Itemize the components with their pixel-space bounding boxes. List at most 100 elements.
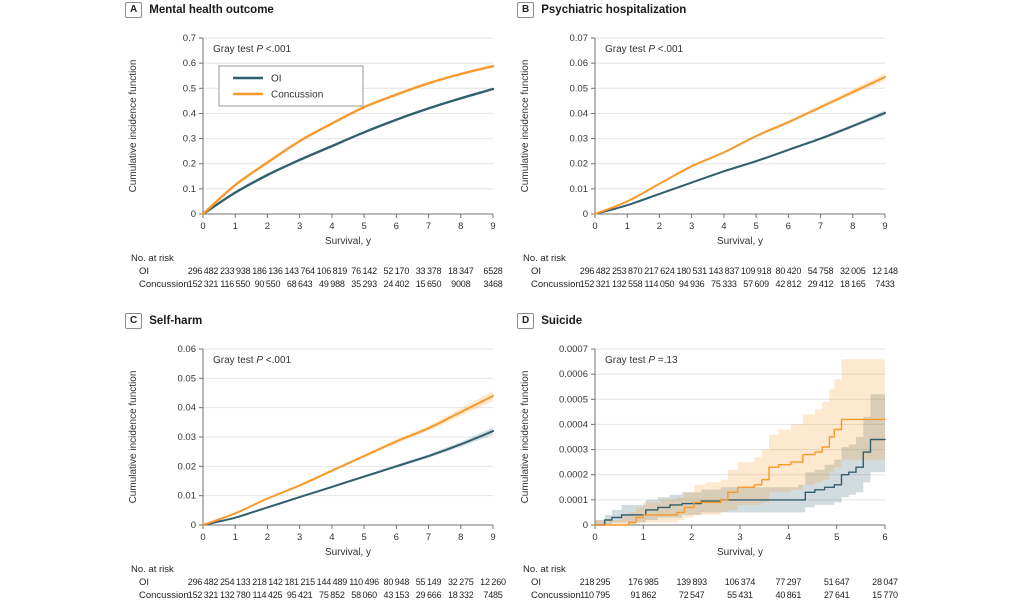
risk-table-title: No. at risk	[131, 253, 174, 264]
x-tick-label: 6	[394, 532, 399, 543]
risk-value: 15 770	[872, 590, 898, 600]
y-tick-label: 0.04	[570, 108, 589, 119]
x-axis-label: Survival, y	[717, 547, 763, 558]
y-axis-label: Cumulative incidence function	[520, 371, 531, 504]
y-tick-label: 0.01	[570, 184, 589, 195]
x-tick-label: 4	[786, 532, 791, 543]
risk-value: 110 795	[580, 590, 610, 600]
x-tick-label: 3	[689, 221, 694, 232]
risk-value: 18 165	[839, 279, 866, 289]
y-tick-label: 0	[191, 209, 196, 220]
risk-row-label: Concussion	[139, 590, 189, 601]
risk-value: 181 215	[284, 577, 315, 587]
risk-value: 143 764	[284, 266, 315, 276]
ci-band-concussion	[595, 359, 885, 525]
risk-value: 152 321	[187, 279, 219, 289]
risk-value: 91 862	[630, 590, 657, 600]
x-tick-label: 6	[786, 221, 791, 232]
y-tick-label: 0.6	[183, 58, 196, 69]
risk-value: 51 647	[823, 577, 850, 587]
risk-value: 218 142	[252, 577, 283, 587]
y-tick-label: 0.0004	[559, 419, 588, 430]
gray-test-annotation: Gray test P =.13	[605, 355, 678, 366]
risk-value: 40 861	[775, 590, 802, 600]
risk-value: 80 420	[775, 266, 802, 276]
y-tick-label: 0.06	[178, 344, 197, 355]
y-axis-label: Cumulative incidence function	[128, 371, 139, 504]
risk-value: 94 936	[678, 279, 705, 289]
risk-value: 7485	[483, 590, 503, 600]
panel-self-harm: C Self-harm 0 0.01 0.02 0.03 0.04 0.05 0.06 0 1 2…	[123, 313, 515, 604]
x-tick-label: 2	[265, 532, 270, 543]
y-tick-label: 0.3	[183, 134, 196, 145]
panel-letter-badge: A	[125, 2, 143, 18]
y-tick-label: 0.01	[178, 491, 197, 502]
y-tick-label: 0.0003	[559, 445, 588, 456]
x-tick-label: 9	[490, 221, 495, 232]
risk-value: 296 482	[187, 266, 219, 276]
risk-value: 253 870	[612, 266, 643, 276]
y-tick-label: 0.4	[183, 108, 196, 119]
y-tick-label: 0.06	[570, 58, 589, 69]
panel-title: Psychiatric hospitalization	[541, 4, 687, 16]
x-tick-label: 7	[426, 221, 431, 232]
risk-value: 75 333	[711, 279, 737, 289]
risk-value: 6528	[483, 266, 503, 276]
series-line-oi	[594, 438, 886, 526]
risk-value: 218 295	[579, 577, 611, 587]
panel-header: B Psychiatric hospitalization	[517, 2, 907, 18]
x-tick-label: 6	[882, 532, 887, 543]
gray-test-annotation: Gray test P <.001	[213, 355, 292, 366]
risk-row-label: OI	[139, 266, 150, 277]
risk-value: 15 650	[415, 279, 442, 289]
risk-value: 233 938	[220, 266, 251, 276]
risk-value: 106 374	[724, 577, 756, 587]
panel-header: C Self-harm	[125, 313, 515, 329]
risk-value: 29 666	[415, 590, 442, 600]
y-tick-label: 0.5	[183, 83, 196, 94]
number-at-risk-table: No. at risk OI 296 482 254 133 218 142 181 21…	[123, 564, 515, 604]
risk-row-label: OI	[531, 266, 542, 277]
y-tick-label: 0.7	[183, 33, 196, 44]
risk-value: 109 918	[740, 266, 772, 276]
risk-value: 42 812	[775, 279, 802, 289]
panel-header: A Mental health outcome	[125, 2, 515, 18]
x-tick-label: 8	[850, 221, 855, 232]
risk-value: 43 153	[383, 590, 410, 600]
x-tick-label: 3	[297, 532, 302, 543]
panel-title: Self-harm	[149, 315, 203, 327]
risk-value: 58 060	[351, 590, 377, 600]
x-tick-label: 2	[657, 221, 662, 232]
series-line-oi	[201, 87, 495, 216]
y-axis-label: Cumulative incidence function	[128, 60, 139, 193]
risk-row-label: OI	[139, 577, 150, 588]
panel-letter-badge: C	[125, 313, 143, 329]
risk-value: 152 321	[187, 590, 219, 600]
series-line-oi	[594, 111, 886, 215]
panel-psychiatric-hospitalization: B Psychiatric hospitalization 0 0.01 0.02 0…	[515, 2, 907, 293]
risk-value: 33 378	[415, 266, 442, 276]
series-line-concussion	[594, 418, 886, 526]
y-tick-label: 0	[191, 520, 196, 531]
risk-value: 52 170	[383, 266, 410, 276]
y-tick-label: 0.2	[183, 159, 196, 170]
x-tick-label: 5	[361, 532, 366, 543]
panel-header: D Suicide	[517, 313, 907, 329]
risk-value: 18 347	[447, 266, 474, 276]
risk-value: 116 550	[220, 279, 251, 289]
series-line-concussion	[202, 394, 494, 526]
x-tick-label: 5	[361, 221, 366, 232]
risk-value: 90 550	[254, 279, 281, 289]
ci-band-oi	[595, 110, 885, 214]
risk-table-title: No. at risk	[523, 564, 566, 575]
risk-row-label: Concussion	[531, 279, 581, 290]
x-tick-label: 0	[200, 532, 205, 543]
risk-value: 27 641	[823, 590, 850, 600]
x-tick-label: 3	[297, 221, 302, 232]
risk-value: 32 005	[839, 266, 866, 276]
risk-value: 57 609	[743, 279, 769, 289]
risk-value: 80 948	[383, 577, 410, 587]
risk-value: 68 643	[286, 279, 313, 289]
risk-value: 54 758	[807, 266, 834, 276]
panel-mental-health-outcome: A Mental health outcome 0 0.1 0.2 0.3 0.4 0.5…	[123, 2, 515, 293]
